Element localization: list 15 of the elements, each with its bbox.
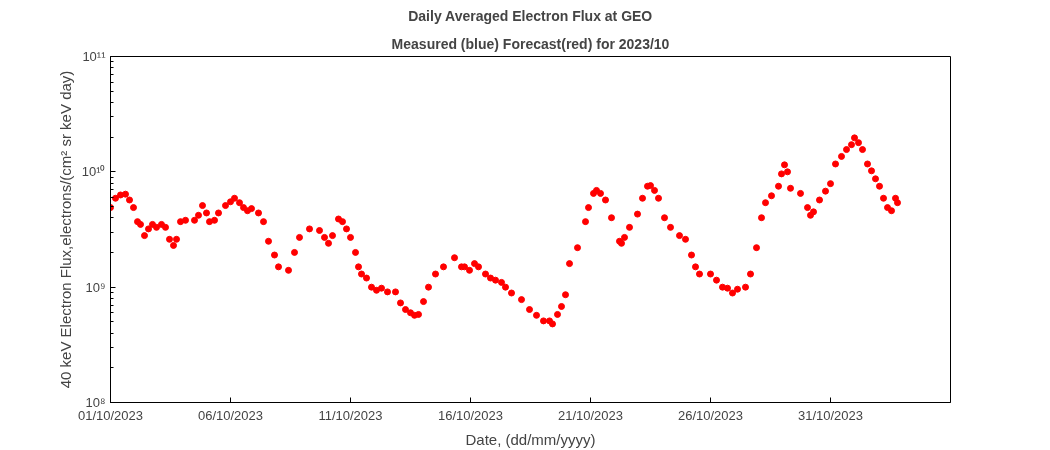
- x-tick-label: 06/10/2023: [197, 407, 264, 423]
- y-tick-label: 10¹¹: [82, 49, 107, 64]
- x-tick-label: 21/10/2023: [557, 407, 624, 423]
- y-tick-label: 10⁸: [85, 395, 106, 410]
- y-tick-label: 10⁹: [85, 279, 106, 295]
- chart-title: Daily Averaged Electron Flux at GEO: [408, 7, 653, 24]
- chart-subtitle: Measured (blue) Forecast(red) for 2023/10: [391, 35, 670, 52]
- x-axis-title: Date, (dd/mm/yyyy): [465, 430, 596, 448]
- x-tick-label: 26/10/2023: [677, 407, 744, 423]
- x-tick-label: 31/10/2023: [797, 407, 864, 423]
- x-tick-label: 01/10/2023: [77, 407, 144, 423]
- y-tick-label: 10¹⁰: [81, 164, 106, 180]
- x-tick-label: 11/10/2023: [318, 407, 383, 423]
- y-axis-title: 40 keV Electron Flux,electrons/(cm² sr keV day): [56, 70, 74, 389]
- x-tick-label: 16/10/2023: [437, 407, 504, 423]
